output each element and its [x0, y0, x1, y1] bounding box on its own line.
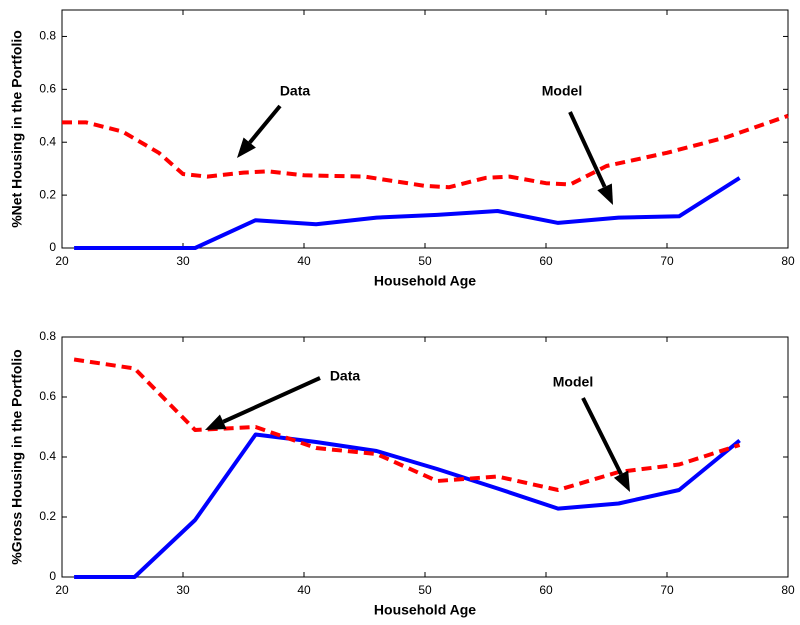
- x-tick-label: 30: [176, 254, 190, 268]
- annotation: Data: [330, 368, 361, 384]
- x-tick-label: 60: [539, 254, 553, 268]
- x-tick-label: 60: [539, 583, 553, 597]
- x-tick-label: 40: [297, 254, 311, 268]
- plot-area: [61, 336, 789, 578]
- series-line: [62, 113, 789, 190]
- series-line: [73, 357, 741, 492]
- annotation: Model: [542, 83, 582, 99]
- y-tick-label: 0: [49, 240, 56, 254]
- y-tick-label: 0.2: [39, 509, 56, 523]
- arrow-shaft: [222, 376, 321, 424]
- plot-area: [61, 9, 789, 249]
- y-tick-label: 0.8: [39, 29, 56, 43]
- y-tick-label: 0.2: [39, 187, 56, 201]
- arrow-head: [613, 470, 630, 492]
- x-tick-label: 50: [418, 583, 432, 597]
- x-tick-label: 70: [660, 254, 674, 268]
- x-tick-label: 30: [176, 583, 190, 597]
- x-tick-label: 40: [297, 583, 311, 597]
- x-tick-label: 20: [55, 254, 69, 268]
- arrow-shaft: [248, 104, 282, 144]
- x-tick-label: 70: [660, 583, 674, 597]
- y-tick-label: 0.6: [39, 82, 56, 96]
- arrow-head: [597, 183, 613, 205]
- y-tick-label: 0.4: [39, 134, 56, 148]
- series-line: [74, 176, 741, 250]
- x-tick-label: 20: [55, 583, 69, 597]
- x-tick-label: 80: [781, 254, 795, 268]
- y-tick-label: 0: [49, 569, 56, 583]
- x-axis-label: Household Age: [374, 602, 476, 618]
- y-tick-label: 0.8: [39, 329, 56, 343]
- y-tick-label: 0.6: [39, 389, 56, 403]
- series-line: [74, 432, 741, 579]
- annotation: Model: [553, 374, 593, 390]
- annotation: Data: [280, 83, 311, 99]
- x-axis-label: Household Age: [374, 273, 476, 289]
- x-tick-label: 50: [418, 254, 432, 268]
- arrow-shaft: [581, 397, 623, 476]
- y-axis-label: %Gross Housing in the Portfolio: [9, 349, 25, 564]
- x-tick-label: 80: [781, 583, 795, 597]
- arrow-head: [237, 137, 256, 158]
- arrow-head: [205, 414, 227, 430]
- y-axis-label: %Net Housing in the Portfolio: [9, 30, 25, 228]
- y-tick-label: 0.4: [39, 449, 56, 463]
- arrow-shaft: [568, 111, 607, 188]
